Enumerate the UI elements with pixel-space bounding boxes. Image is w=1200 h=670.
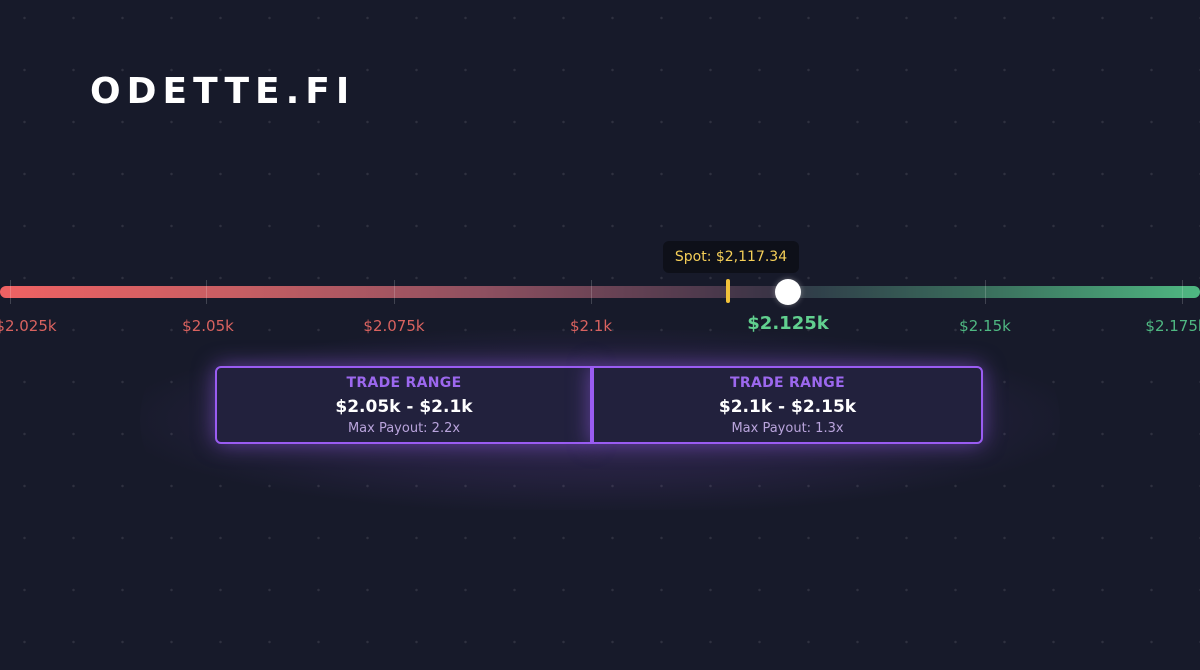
- trade-range-value: $2.05k - $2.1k: [335, 397, 473, 417]
- tick-label: $2.15k: [959, 317, 1011, 335]
- tick-mark: [591, 280, 592, 304]
- tick-label: $2.175k: [1145, 317, 1200, 335]
- trade-range-payout: Max Payout: 1.3x: [731, 421, 844, 436]
- trade-range-card-lower[interactable]: TRADE RANGE $2.05k - $2.1k Max Payout: 2…: [215, 366, 593, 444]
- brand-logo: ODETTE.FI: [90, 71, 356, 112]
- tick-label: $2.075k: [363, 317, 425, 335]
- spot-price-tooltip: Spot: $2,117.34: [663, 241, 799, 273]
- slider-handle[interactable]: [775, 279, 801, 305]
- tick-label-selected: $2.125k: [747, 313, 829, 334]
- trade-range-title: TRADE RANGE: [730, 375, 845, 391]
- tick-mark: [394, 280, 395, 304]
- tick-label: $2.025k: [0, 317, 57, 335]
- tick-label: $2.05k: [182, 317, 234, 335]
- price-slider-track[interactable]: [0, 286, 1200, 298]
- tick-mark: [1182, 280, 1183, 304]
- tick-label: $2.1k: [569, 317, 613, 335]
- tick-mark: [206, 280, 207, 304]
- tick-mark: [985, 280, 986, 304]
- trade-range-card-upper[interactable]: TRADE RANGE $2.1k - $2.15k Max Payout: 1…: [590, 366, 983, 444]
- trade-range-value: $2.1k - $2.15k: [718, 397, 857, 417]
- trade-range-payout: Max Payout: 2.2x: [347, 421, 461, 436]
- tick-mark: [10, 280, 11, 304]
- trade-range-title: TRADE RANGE: [346, 375, 462, 391]
- spot-price-marker: [726, 279, 730, 303]
